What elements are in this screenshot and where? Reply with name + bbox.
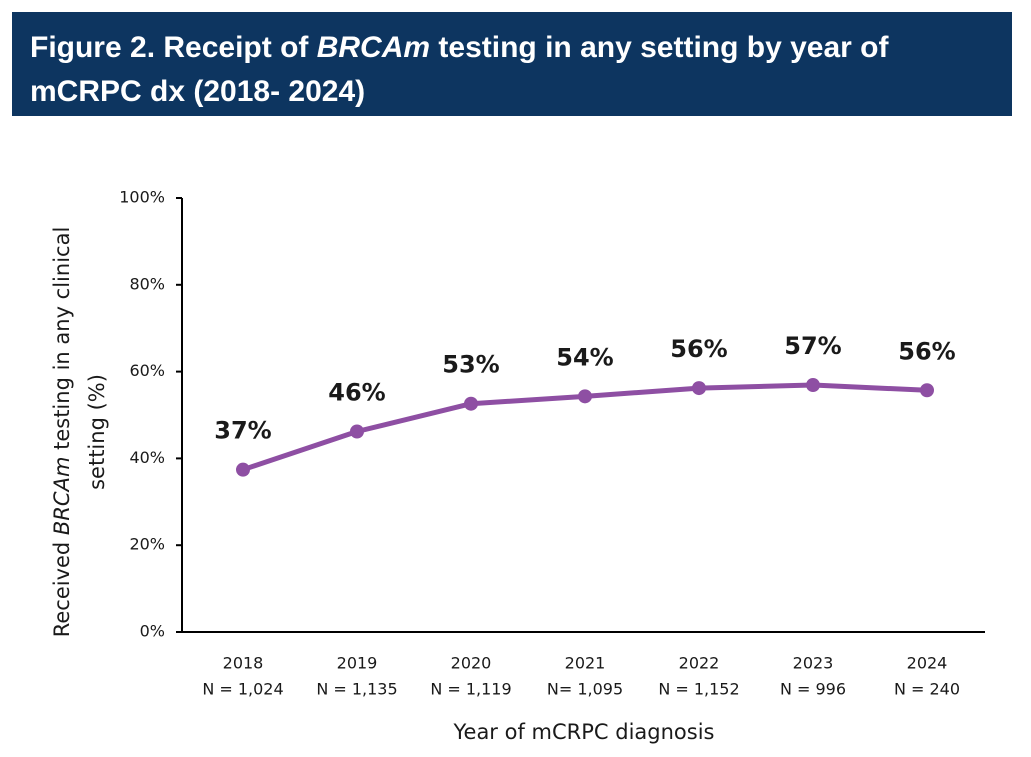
- title-part: BRCAm: [317, 31, 430, 64]
- data-point: [464, 396, 478, 411]
- title-banner: [12, 12, 1012, 116]
- title-part: Figure 2. Receipt of: [30, 31, 317, 64]
- y-tick-label: 0%: [140, 622, 165, 641]
- y-tick-label: 60%: [129, 361, 165, 380]
- x-tick-label: 2020: [451, 654, 492, 673]
- data-point: [236, 462, 250, 477]
- data-label: 46%: [328, 378, 385, 406]
- x-tick-label: 2023: [793, 654, 834, 673]
- y-title-part: BRCAm: [50, 457, 74, 535]
- y-tick-label: 80%: [129, 274, 165, 293]
- x-tick-note: N = 1,135: [316, 680, 397, 699]
- data-point: [920, 383, 934, 398]
- data-label: 57%: [784, 332, 841, 360]
- x-tick-note: N = 996: [780, 680, 846, 699]
- data-point: [806, 378, 820, 393]
- y-tick-label: 40%: [129, 448, 165, 467]
- y-title-part: Received: [50, 535, 74, 637]
- y-axis-title: Received BRCAm testing in any clinical: [50, 227, 74, 638]
- x-tick-label: 2024: [907, 654, 948, 673]
- chart-title: Figure 2. Receipt of BRCAm testing in an…: [30, 31, 889, 64]
- chart-title: mCRPC dx (2018- 2024): [30, 75, 365, 108]
- x-tick-note: N = 1,119: [430, 680, 511, 699]
- data-label: 56%: [898, 337, 955, 365]
- data-label: 56%: [670, 335, 727, 363]
- y-axis-title: setting (%): [85, 374, 109, 490]
- x-tick-label: 2022: [679, 654, 720, 673]
- title-part: testing in any setting by year of: [430, 31, 889, 64]
- x-tick-note: N= 1,095: [547, 680, 623, 699]
- y-tick-label: 100%: [119, 188, 165, 207]
- x-tick-label: 2021: [565, 654, 606, 673]
- data-point: [578, 389, 592, 404]
- x-tick-note: N = 1,152: [658, 680, 739, 699]
- data-point: [350, 424, 364, 439]
- x-tick-note: N = 240: [894, 680, 960, 699]
- data-point: [692, 381, 706, 396]
- data-label: 53%: [442, 351, 499, 379]
- x-tick-label: 2019: [337, 654, 378, 673]
- data-label: 54%: [556, 343, 613, 371]
- y-title-part: testing in any clinical: [50, 227, 74, 457]
- y-tick-label: 20%: [129, 535, 165, 554]
- x-tick-label: 2018: [223, 654, 264, 673]
- x-axis-title: Year of mCRPC diagnosis: [452, 720, 714, 744]
- x-tick-note: N = 1,024: [202, 680, 283, 699]
- data-label: 37%: [214, 417, 271, 445]
